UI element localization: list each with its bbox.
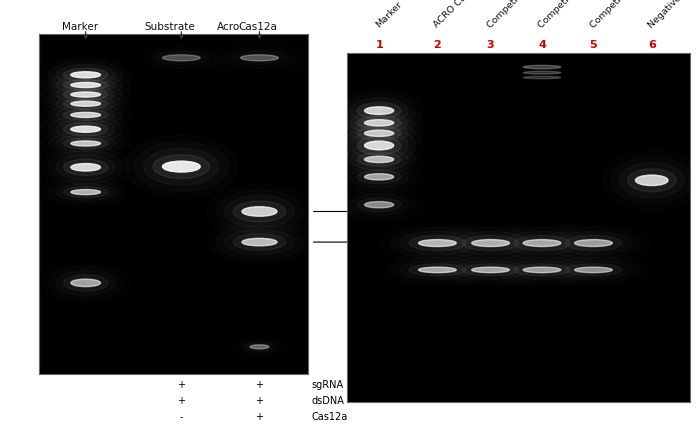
Text: Marker: Marker	[62, 22, 99, 32]
Ellipse shape	[523, 71, 561, 74]
Ellipse shape	[64, 159, 108, 176]
Ellipse shape	[64, 187, 108, 198]
Ellipse shape	[409, 235, 466, 251]
Text: +: +	[177, 396, 186, 406]
Ellipse shape	[64, 68, 108, 82]
Ellipse shape	[472, 267, 510, 273]
Ellipse shape	[233, 234, 286, 250]
Text: +: +	[177, 380, 186, 390]
Ellipse shape	[357, 126, 401, 140]
Ellipse shape	[241, 55, 279, 61]
Ellipse shape	[242, 207, 277, 216]
Ellipse shape	[365, 107, 393, 114]
Text: sgRNA: sgRNA	[312, 380, 344, 390]
Ellipse shape	[419, 267, 456, 273]
Ellipse shape	[71, 164, 101, 171]
Ellipse shape	[365, 130, 393, 136]
Ellipse shape	[462, 235, 519, 251]
Ellipse shape	[357, 116, 401, 130]
Ellipse shape	[357, 153, 401, 166]
Ellipse shape	[64, 98, 108, 109]
Ellipse shape	[365, 120, 393, 126]
Ellipse shape	[71, 82, 101, 88]
Ellipse shape	[64, 79, 108, 91]
Ellipse shape	[64, 138, 108, 149]
Ellipse shape	[472, 240, 510, 246]
Ellipse shape	[523, 267, 561, 273]
Text: Acro: Acro	[216, 22, 240, 32]
Text: Negative control: Negative control	[647, 0, 700, 30]
Ellipse shape	[636, 175, 668, 186]
Ellipse shape	[153, 155, 209, 178]
Ellipse shape	[71, 72, 101, 78]
Ellipse shape	[523, 240, 561, 246]
Text: Competitor 2: Competitor 2	[537, 0, 587, 30]
Ellipse shape	[64, 122, 108, 136]
Text: Substrate: Substrate	[145, 22, 195, 32]
Ellipse shape	[71, 112, 101, 117]
Ellipse shape	[64, 109, 108, 121]
Ellipse shape	[64, 89, 108, 100]
Ellipse shape	[365, 174, 393, 180]
Ellipse shape	[365, 156, 393, 162]
Ellipse shape	[71, 141, 101, 146]
Text: 2: 2	[433, 40, 441, 50]
Ellipse shape	[523, 65, 561, 69]
Text: +: +	[256, 380, 263, 390]
Ellipse shape	[523, 76, 561, 79]
Text: dsDNA: dsDNA	[312, 396, 344, 406]
Text: Cas12a: Cas12a	[238, 22, 277, 32]
Text: 5: 5	[589, 40, 597, 50]
Text: +: +	[256, 396, 263, 406]
Text: 3: 3	[486, 40, 494, 50]
Ellipse shape	[419, 240, 456, 246]
Text: -: -	[180, 412, 183, 422]
Text: Fragment B: Fragment B	[314, 237, 428, 247]
Ellipse shape	[575, 267, 612, 273]
Ellipse shape	[71, 190, 101, 195]
Ellipse shape	[365, 201, 393, 208]
Ellipse shape	[627, 169, 676, 192]
Ellipse shape	[71, 279, 101, 286]
Ellipse shape	[365, 141, 393, 150]
Ellipse shape	[162, 161, 200, 172]
Text: Competitor 1: Competitor 1	[486, 0, 536, 30]
Ellipse shape	[233, 201, 286, 222]
Ellipse shape	[357, 102, 401, 119]
Text: +: +	[256, 412, 263, 422]
Text: Competitor 3: Competitor 3	[589, 0, 639, 30]
Text: 1: 1	[375, 40, 383, 50]
Text: 6: 6	[648, 40, 656, 50]
Ellipse shape	[250, 345, 269, 349]
Text: ACRO Cas12a: ACRO Cas12a	[433, 0, 485, 30]
Ellipse shape	[162, 55, 200, 61]
Ellipse shape	[71, 101, 101, 106]
Ellipse shape	[71, 92, 101, 97]
Ellipse shape	[242, 238, 277, 246]
Ellipse shape	[357, 136, 401, 155]
Ellipse shape	[575, 240, 612, 246]
Text: Marker: Marker	[374, 0, 404, 30]
Text: Fragment A: Fragment A	[314, 207, 428, 216]
Text: Cas12a: Cas12a	[312, 412, 348, 422]
Ellipse shape	[71, 126, 101, 132]
Text: 4: 4	[538, 40, 546, 50]
